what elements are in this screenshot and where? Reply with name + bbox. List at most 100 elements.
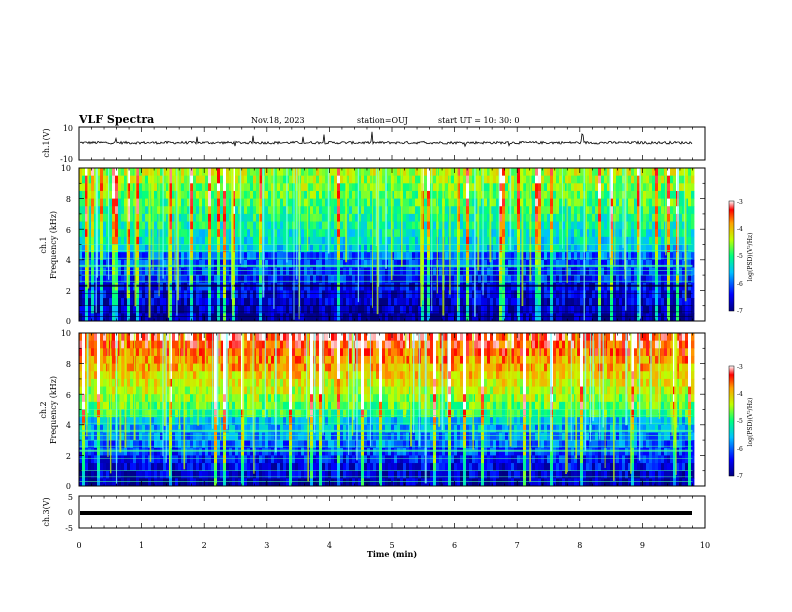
spectrogram-cell: [184, 371, 188, 380]
spectrogram-cell: [493, 305, 497, 314]
spectrogram-cell: [406, 206, 410, 215]
spectrogram-cell: [169, 355, 173, 364]
spectrogram-cell: [463, 259, 467, 268]
spectrogram-cell: [463, 275, 467, 284]
spectrogram-cell: [538, 267, 542, 276]
spectrogram-cell: [157, 401, 161, 410]
spectrogram-cell: [178, 175, 182, 184]
spectrogram-cell: [187, 298, 191, 307]
spectrogram-cell: [535, 313, 539, 321]
spectrogram-cell: [310, 198, 314, 207]
spectrogram-cell: [493, 298, 497, 307]
spectrogram-cell: [640, 198, 644, 207]
spectrogram-cell: [139, 455, 143, 464]
spectrogram-cell: [103, 348, 107, 357]
spectrogram-cell: [658, 298, 662, 307]
spectrogram-cell: [181, 355, 185, 364]
spectrogram-cell: [586, 183, 590, 192]
spectrogram-cell: [145, 348, 149, 357]
spectrogram-cell: [130, 305, 134, 314]
spectrogram-cell: [379, 175, 383, 184]
spectrogram-cell: [154, 424, 158, 433]
spectrogram-cell: [409, 190, 413, 199]
spectrogram-cell: [367, 183, 371, 192]
spectrogram-cell: [448, 313, 452, 321]
spectrogram-cell: [574, 267, 578, 276]
spectrogram-cell: [181, 378, 185, 387]
spectrogram-cell: [226, 290, 230, 299]
spectrogram-cell: [403, 190, 407, 199]
spectrogram-cell: [514, 275, 518, 284]
spectrogram-cell: [337, 305, 341, 314]
spectrogram-cell: [478, 168, 482, 177]
spectrogram-cell: [484, 229, 488, 238]
spectrogram-cell: [286, 221, 290, 230]
spectrogram-cell: [109, 470, 113, 479]
spectrogram-cell: [127, 221, 131, 230]
spectrogram-cell: [424, 236, 428, 245]
spectrogram-cell: [109, 298, 113, 307]
spectrogram-cell: [88, 244, 92, 253]
spectrogram-cell: [268, 175, 272, 184]
spectrogram-cell: [88, 275, 92, 284]
spectrogram-cell: [265, 275, 269, 284]
spectrogram-cell: [118, 213, 122, 222]
spectrogram-cell: [394, 183, 398, 192]
spectrogram-cell: [502, 298, 506, 307]
spectrogram-cell: [226, 275, 230, 284]
spectrogram-cell: [688, 229, 692, 238]
spectrogram-cell: [250, 305, 254, 314]
spectrogram-cell: [397, 298, 401, 307]
spectrogram-cell: [514, 259, 518, 268]
spectrogram-cell: [112, 463, 116, 472]
spectrogram-cell: [547, 298, 551, 307]
spectrogram-cell: [190, 424, 194, 433]
spectrogram-cell: [166, 229, 170, 238]
spectrogram-cell: [136, 198, 140, 207]
spectrogram-cell: [463, 229, 467, 238]
spectrogram-cell: [661, 175, 665, 184]
spectrogram-cell: [544, 305, 548, 314]
spectrogram-cell: [112, 401, 116, 410]
spectrogram-cell: [625, 313, 629, 321]
spectrogram-cell: [145, 275, 149, 284]
spectrogram-cell: [346, 213, 350, 222]
spectrogram-cell: [322, 298, 326, 307]
spectrogram-cell: [463, 168, 467, 177]
spectrogram-cell: [85, 259, 89, 268]
spectrogram-cell: [511, 267, 515, 276]
spectrogram-cell: [412, 298, 416, 307]
spectrogram-cell: [628, 229, 632, 238]
spectrogram-cell: [379, 213, 383, 222]
spectrogram-cell: [388, 267, 392, 276]
spectrogram-cell: [595, 236, 599, 245]
spectrogram-cell: [550, 183, 554, 192]
spectrogram-cell: [169, 229, 173, 238]
spectrogram-cell: [91, 183, 95, 192]
spectrogram-cell: [94, 348, 98, 357]
spectrogram-cell: [283, 305, 287, 314]
spectrogram-cell: [571, 183, 575, 192]
spectrogram-cell: [307, 313, 311, 321]
spectrogram-cell: [433, 229, 437, 238]
spectrogram-cell: [682, 229, 686, 238]
spectrogram-cell: [175, 424, 179, 433]
spectrogram-cell: [94, 333, 98, 342]
spectrogram-cell: [127, 378, 131, 387]
ch1-cbar-tick-3: -5: [737, 253, 743, 260]
spectrogram-cell: [646, 168, 650, 177]
spectrogram-cell: [613, 298, 617, 307]
spectrogram-cell: [514, 298, 518, 307]
spectrogram-cell: [130, 340, 134, 349]
spectrogram-cell: [487, 198, 491, 207]
spectrogram-cell: [397, 198, 401, 207]
spectrogram-cell: [241, 267, 245, 276]
spectrogram-cell: [253, 168, 257, 177]
spectrogram-cell: [655, 175, 659, 184]
spectrogram-cell: [220, 244, 224, 253]
spectrogram-cell: [481, 313, 485, 321]
spectrogram-cell: [499, 244, 503, 253]
spectrogram-cell: [403, 168, 407, 177]
spectrogram-cell: [667, 244, 671, 253]
spectrogram-cell: [478, 290, 482, 299]
